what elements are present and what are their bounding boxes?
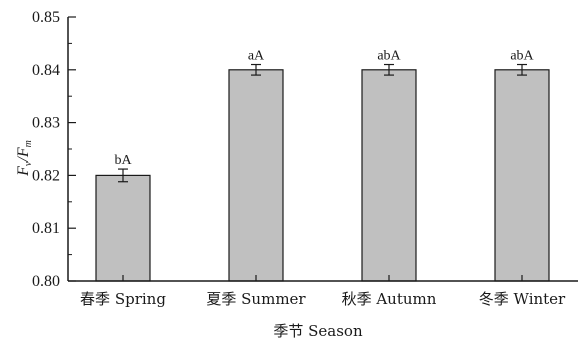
- bar: [228, 69, 284, 282]
- data-label: abA: [510, 49, 534, 64]
- y-axis-ticks: 0.80 0.81 0.82 0.83 0.84 0.85: [32, 9, 76, 290]
- y-tick-label: 0.84: [32, 62, 60, 79]
- x-tick-label: 冬季 Winter: [479, 290, 566, 308]
- bar: [361, 69, 417, 282]
- x-tick-label: 夏季 Summer: [206, 290, 306, 308]
- bars: [95, 69, 550, 282]
- y-title-f2: F: [15, 147, 32, 158]
- data-label: abA: [377, 49, 401, 64]
- y-tick-label: 0.80: [32, 273, 60, 290]
- x-axis-title: 季节 Season: [273, 322, 363, 340]
- bar: [95, 174, 151, 282]
- x-axis-ticks: 春季 Spring 夏季 Summer 秋季 Autumn 冬季 Winter: [80, 275, 566, 308]
- y-tick-label: 0.83: [32, 115, 60, 132]
- bar: [494, 69, 550, 282]
- x-tick-label: 秋季 Autumn: [342, 290, 437, 308]
- y-title-slash: /: [15, 156, 32, 163]
- error-bars: [118, 63, 527, 183]
- y-title-f1: F: [15, 166, 32, 177]
- y-axis-title: Fv/Fm: [15, 140, 34, 177]
- data-label: aA: [248, 49, 265, 64]
- y-title-sub1: v: [23, 161, 34, 166]
- data-labels: bA aA abA abA: [114, 49, 534, 169]
- data-label: bA: [114, 153, 132, 168]
- x-tick-label: 春季 Spring: [80, 290, 166, 308]
- y-tick-label: 0.85: [32, 9, 60, 26]
- y-tick-label: 0.81: [32, 220, 60, 237]
- y-title-sub2: m: [23, 140, 34, 147]
- y-tick-label: 0.82: [32, 167, 60, 184]
